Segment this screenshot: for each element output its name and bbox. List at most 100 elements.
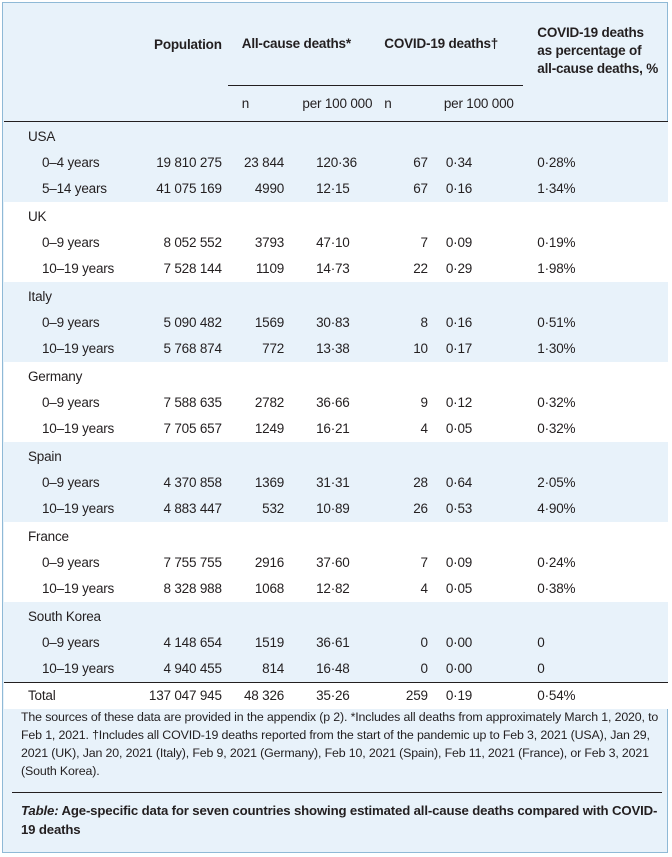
age-group: 0–9 years <box>4 629 139 656</box>
header-percentage-line-1: COVID-19 deaths <box>537 25 644 40</box>
age-group: 10–19 years <box>4 495 139 522</box>
empty-cell <box>138 601 228 630</box>
header-percentage-line-2: as percentage of <box>537 43 642 58</box>
empty-cell <box>431 121 524 150</box>
country-name: USA <box>4 121 139 150</box>
table-row: 10–19 years 4 940 455 814 16·48 0 0·00 0 <box>4 655 668 682</box>
age-group: 10–19 years <box>4 415 139 442</box>
covid-per-value: 0·34 <box>431 149 524 176</box>
covid-n-value: 67 <box>378 149 432 176</box>
empty-cell <box>227 201 291 230</box>
empty-cell <box>431 201 524 230</box>
empty-cell <box>431 281 524 310</box>
population-value: 4 370 858 <box>138 469 228 496</box>
all-cause-n-value: 1109 <box>227 255 291 282</box>
all-cause-per-value: 16·21 <box>290 415 379 442</box>
covid-per-value: 0·00 <box>431 655 524 682</box>
header-population: Population <box>154 36 222 52</box>
all-cause-n-value: 2916 <box>227 549 291 576</box>
age-group: 10–19 years <box>4 255 139 282</box>
percentage-value: 0·32% <box>523 389 668 416</box>
all-cause-per-value: 14·73 <box>290 255 379 282</box>
total-covid-per: 0·19 <box>431 681 524 709</box>
percentage-value: 1·30% <box>523 335 668 362</box>
empty-cell <box>378 121 432 150</box>
all-cause-n-value: 1068 <box>227 575 291 602</box>
subheader-covid-per: per 100 000 <box>431 85 524 122</box>
covid-n-value: 26 <box>378 495 432 522</box>
empty-cell <box>290 521 379 550</box>
covid-n-value: 0 <box>378 655 432 682</box>
covid-per-value: 0·09 <box>431 549 524 576</box>
data-table: Population All-cause deaths* COVID-19 de… <box>4 3 668 709</box>
empty-cell <box>138 201 228 230</box>
covid-n-value: 9 <box>378 389 432 416</box>
all-cause-per-value: 30·83 <box>290 309 379 336</box>
percentage-value: 0·24% <box>523 549 668 576</box>
covid-per-value: 0·09 <box>431 229 524 256</box>
covid-per-value: 0·29 <box>431 255 524 282</box>
percentage-value: 0·28% <box>523 149 668 176</box>
population-value: 41 075 169 <box>138 175 228 202</box>
all-cause-n-value: 1569 <box>227 309 291 336</box>
table-row: 0–9 years 4 370 858 1369 31·31 28 0·64 2·05% <box>4 469 668 496</box>
country-name: Germany <box>4 361 139 390</box>
all-cause-n-value: 532 <box>227 495 291 522</box>
covid-per-value: 0·64 <box>431 469 524 496</box>
covid-per-value: 0·05 <box>431 575 524 602</box>
empty-cell <box>378 521 432 550</box>
table-row: 10–19 years 8 328 988 1068 12·82 4 0·05 0·38% <box>4 575 668 602</box>
total-row: Total 137 047 945 48 326 35·26 259 0·19 0·54% <box>4 681 668 709</box>
caption-label: Table: <box>21 803 59 818</box>
country-name: Spain <box>4 441 139 470</box>
total-population: 137 047 945 <box>138 681 228 709</box>
total-all-cause-per: 35·26 <box>290 681 379 709</box>
covid-n-value: 28 <box>378 469 432 496</box>
header-percentage-line-3: all-cause deaths, % <box>537 61 659 76</box>
age-group: 10–19 years <box>4 655 139 682</box>
empty-cell <box>523 201 668 230</box>
total-covid-n: 259 <box>378 681 432 709</box>
population-value: 19 810 275 <box>138 149 228 176</box>
total-all-cause-n: 48 326 <box>227 681 291 709</box>
all-cause-n-value: 4990 <box>227 175 291 202</box>
covid-n-value: 4 <box>378 415 432 442</box>
country-row: USA <box>4 121 668 150</box>
all-cause-per-value: 13·38 <box>290 335 379 362</box>
covid-n-value: 22 <box>378 255 432 282</box>
covid-per-value: 0·05 <box>431 415 524 442</box>
empty-cell <box>138 361 228 390</box>
empty-cell <box>431 361 524 390</box>
header-covid: COVID-19 deaths† <box>378 3 524 86</box>
all-cause-n-value: 23 844 <box>227 149 291 176</box>
all-cause-per-value: 31·31 <box>290 469 379 496</box>
empty-cell <box>290 201 379 230</box>
all-cause-per-value: 36·61 <box>290 629 379 656</box>
percentage-value: 0 <box>523 629 668 656</box>
empty-cell <box>431 441 524 470</box>
age-group: 10–19 years <box>4 335 139 362</box>
population-value: 7 588 635 <box>138 389 228 416</box>
age-group: 5–14 years <box>4 175 139 202</box>
table-caption: Table: Age-specific data for seven count… <box>21 801 661 839</box>
table-body: USA 0–4 years 19 810 275 23 844 120·36 67 0·34… <box>4 121 668 709</box>
population-value: 7 705 657 <box>138 415 228 442</box>
covid-per-value: 0·16 <box>431 309 524 336</box>
table-row: 10–19 years 7 528 144 1109 14·73 22 0·29 1·98% <box>4 255 668 282</box>
header-row: Population All-cause deaths* COVID-19 de… <box>4 3 668 86</box>
covid-n-value: 0 <box>378 629 432 656</box>
covid-per-value: 0·53 <box>431 495 524 522</box>
empty-cell <box>290 441 379 470</box>
all-cause-n-value: 1249 <box>227 415 291 442</box>
all-cause-n-value: 814 <box>227 655 291 682</box>
empty-cell <box>378 361 432 390</box>
table-row: 0–9 years 8 052 552 3793 47·10 7 0·09 0·19% <box>4 229 668 256</box>
empty-cell <box>523 281 668 310</box>
empty-cell <box>227 361 291 390</box>
empty-cell <box>290 121 379 150</box>
table-row: 5–14 years 41 075 169 4990 12·15 67 0·16 1·34% <box>4 175 668 202</box>
all-cause-per-value: 47·10 <box>290 229 379 256</box>
population-value: 5 768 874 <box>138 335 228 362</box>
table-row: 0–9 years 4 148 654 1519 36·61 0 0·00 0 <box>4 629 668 656</box>
